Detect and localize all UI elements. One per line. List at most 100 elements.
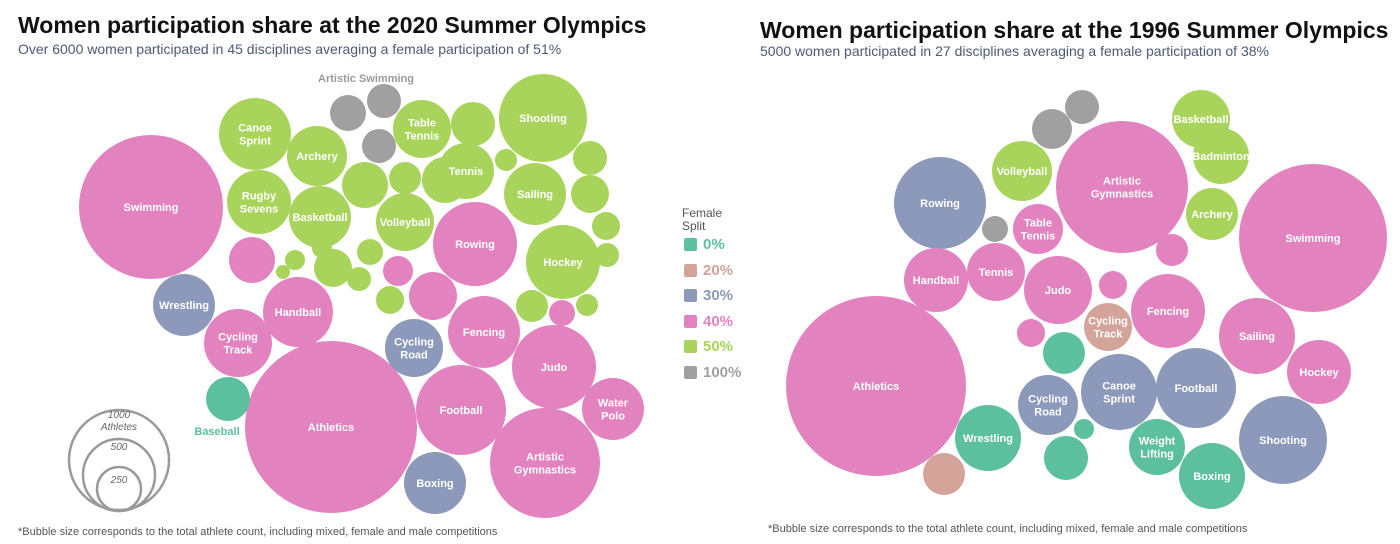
bubble-unlabeled [389,162,421,194]
bubble-judo [512,325,596,409]
bubble-wrestling [153,274,215,336]
legend-swatch [684,263,697,277]
bubble-rowing [894,157,986,249]
bubble-cycling-track [1084,303,1132,351]
bubble-label-judo: Judo [541,362,568,374]
bubble-basketball [289,186,351,248]
legend-item-30: 30% [684,287,733,304]
bubble-unlabeled [276,265,290,279]
bubble-unlabeled [549,300,575,326]
bubble-unlabeled [1032,109,1072,149]
bubble-unlabeled [362,129,396,163]
bubble-unlabeled [342,162,388,208]
legend-item-20: 20% [684,262,733,279]
bubble-weight-lifting [1129,419,1185,475]
bubble-tennis [967,243,1025,301]
legend-label: 20% [703,261,734,279]
bubble-label-canoe-sprint: Canoe Sprint [1102,380,1136,405]
legend-label: 0% [703,236,725,253]
legend-label: 100% [703,363,742,381]
bubble-sailing [504,163,566,225]
bubble-shooting [1239,396,1327,484]
annotation-baseball: Baseball [194,426,239,438]
bubble-label-boxing: Boxing [416,478,453,490]
annotation-artistic-swimming: Artistic Swimming [318,73,414,85]
bubble-unlabeled [1074,419,1094,439]
chart-title-1996: Women participation share at the 1996 Su… [760,17,1389,43]
bubble-unlabeled [347,267,371,291]
legend-label: 30% [703,287,734,304]
bubble-unlabeled [1043,332,1085,374]
bubble-label-artistic-gymnastics: Artistic Gymnastics [1091,175,1153,200]
bubble-swimming [79,135,223,279]
bubble-unlabeled [1099,271,1127,299]
bubble-group-1: Artistic Gymnastics Swimming Athletics Rowin… [786,90,1387,509]
bubble-label-shooting: Shooting [1259,435,1307,447]
bubble-table-tennis [393,100,451,158]
bubble-unlabeled [206,377,250,421]
bubble-artistic-gymnastics [1056,121,1188,253]
bubble-label-fencing: Fencing [1147,306,1189,318]
bubble-football [1156,348,1236,428]
bubble-label-cycling-road: Cycling Road [394,336,434,361]
bubble-canoe-sprint [1081,354,1157,430]
bubble-cycling-road [1018,375,1078,435]
bubble-label-volleyball: Volleyball [997,166,1048,178]
bubble-sailing [1219,298,1295,374]
bubble-unlabeled [357,239,383,265]
bubble-label-fencing: Fencing [463,327,505,339]
bubble-label-table-tennis: Table Tennis [405,117,440,142]
bubble-badminton [1193,128,1249,184]
bubble-fencing [448,296,520,368]
bubble-unlabeled [1017,319,1045,347]
bubble-label-wrestling: Wrestling [963,433,1013,445]
bubble-unlabeled [451,102,495,146]
bubble-group-0: Swimming Athletics Wrestling Cycling Track Ha… [79,74,644,518]
legend-swatch [684,238,697,251]
legend-swatch [684,340,697,353]
bubble-label-rowing: Rowing [920,198,960,210]
bubble-judo [1024,256,1092,324]
bubble-label-artistic-gymnastics: Artistic Gymnastics [514,451,576,476]
bubble-label-cycling-track: Cycling Track [218,331,258,356]
size-legend-label: 250 [110,475,128,486]
bubble-unlabeled [1044,436,1088,480]
bubble-unlabeled [229,237,275,283]
bubble-unlabeled [923,453,965,495]
bubble-label-hockey: Hockey [543,257,583,269]
bubble-label-basketball: Basketball [1173,114,1228,126]
bubble-athletics [245,341,417,513]
bubble-fencing [1131,274,1205,348]
bubble-unlabeled [1065,90,1099,124]
bubble-unlabeled [595,243,619,267]
chart-subtitle-1996: 5000 women participated in 27 discipline… [760,43,1269,59]
bubble-wrestling [955,405,1021,471]
bubble-label-sailing: Sailing [517,189,553,201]
bubble-label-handball: Handball [275,307,321,319]
bubble-label-archery: Archery [296,151,338,163]
bubble-rowing [433,202,517,286]
legend-item-50: 50% [684,338,733,355]
bubble-cycling-road [385,319,443,377]
bubble-cycling-track [204,309,272,377]
bubble-label-rugby-sevens: Rugby Sevens [240,190,279,215]
bubble-rugby-sevens [227,170,291,234]
bubble-label-football: Football [440,405,483,417]
bubble-archery [287,126,347,186]
bubble-canoe-sprint [219,98,291,170]
bubble-label-athletics: Athletics [308,422,354,434]
bubble-table-tennis [1013,204,1063,254]
bubble-unlabeled [376,286,404,314]
bubble-label-archery: Archery [1191,209,1233,221]
bubble-athletics [786,296,966,476]
bubble-label-water-polo: Water Polo [598,397,629,422]
bubble-archery [1186,188,1238,240]
bubble-shooting [499,74,587,162]
bubble-label-wrestling: Wrestling [159,300,209,312]
bubble-boxing [404,452,466,514]
bubble-label-judo: Judo [1045,285,1072,297]
bubble-unlabeled [330,95,366,131]
bubble-hockey [1287,340,1351,404]
bubble-label-shooting: Shooting [519,113,567,125]
